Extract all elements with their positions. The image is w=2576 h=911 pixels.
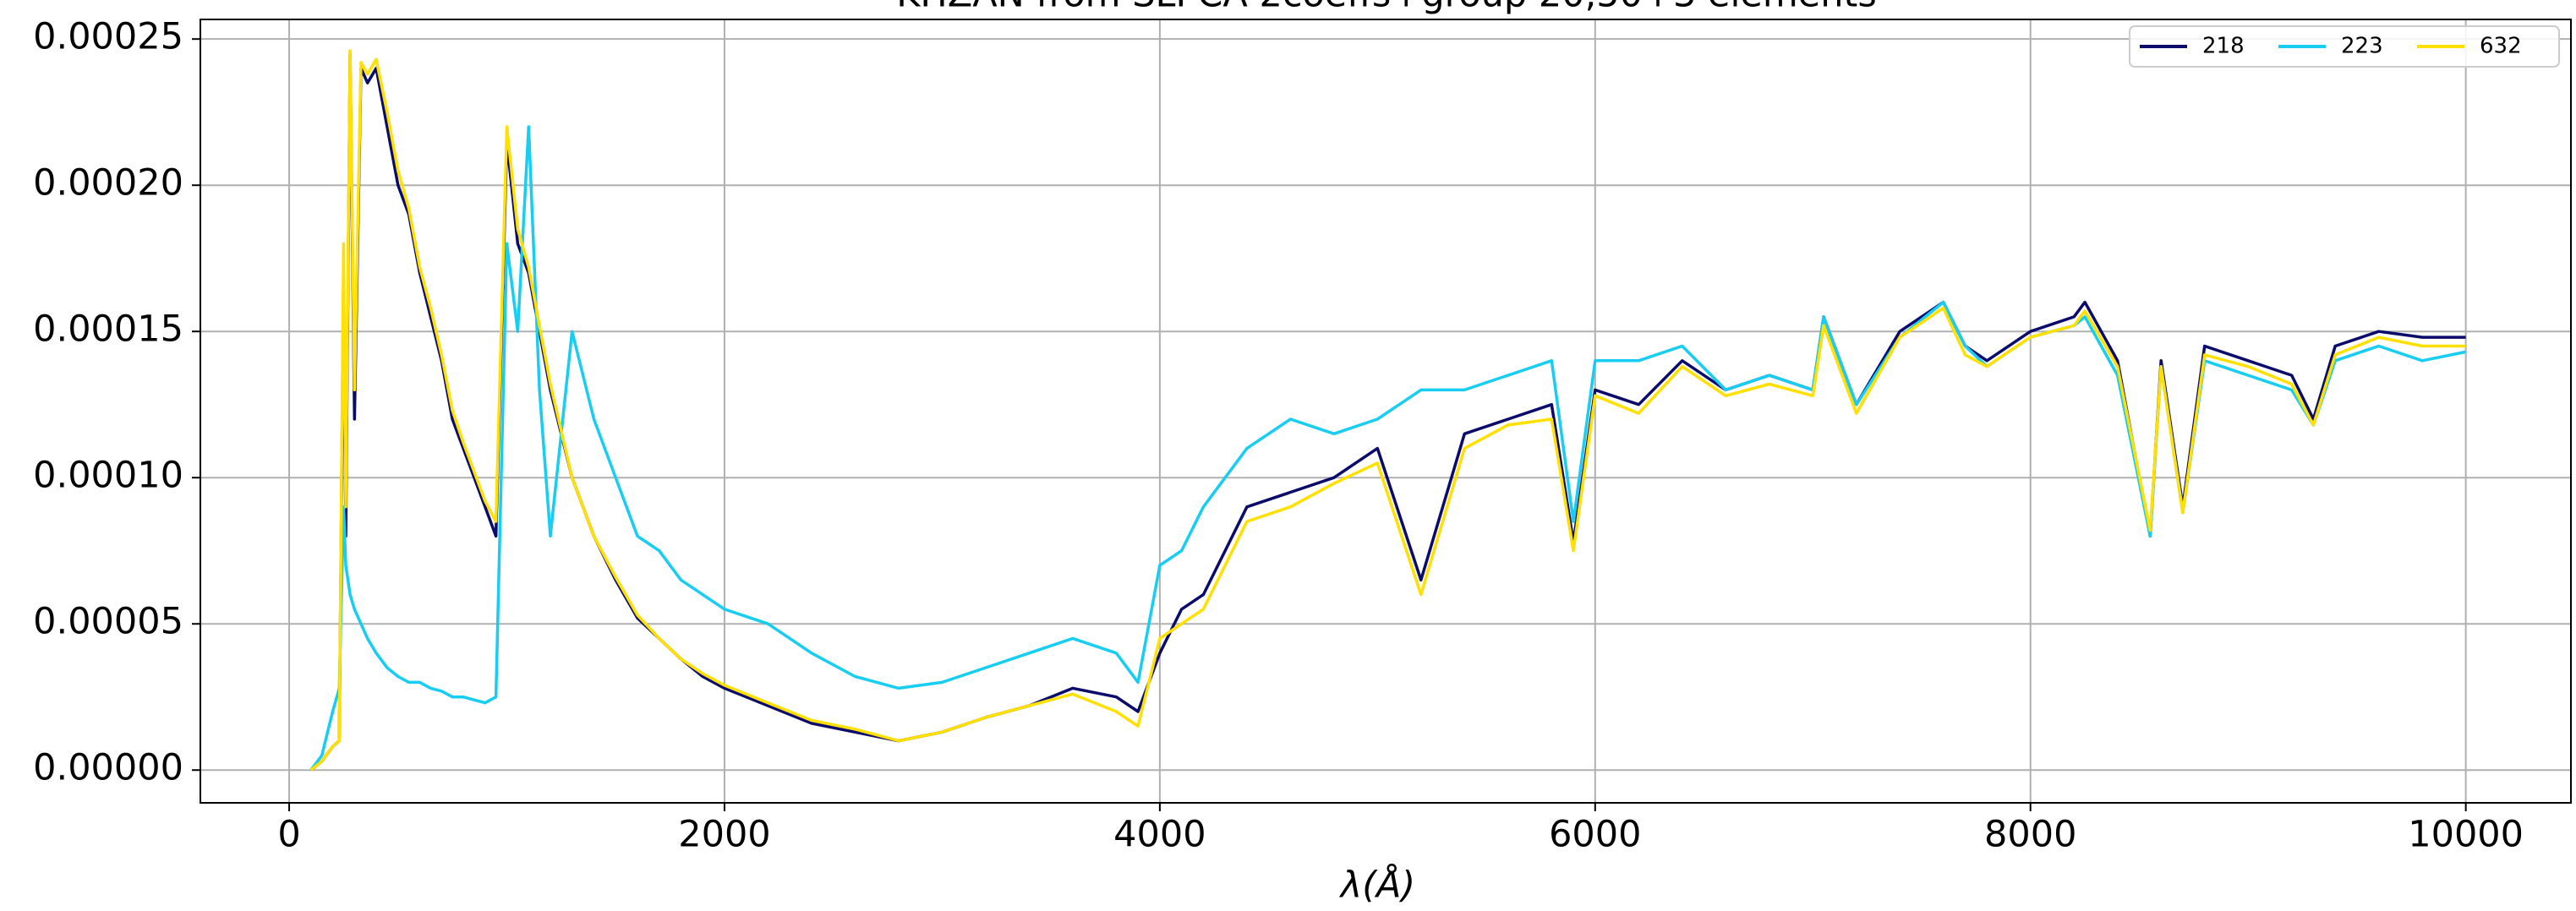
y-tick-label: 0.00010	[33, 455, 183, 497]
y-tick-label: 0.00025	[33, 16, 183, 58]
legend-label: 218	[2202, 34, 2245, 59]
x-tick-label: 8000	[1984, 814, 2076, 856]
y-tick-label: 0.00000	[33, 747, 183, 789]
legend-box	[2129, 25, 2560, 68]
series-line	[309, 49, 2466, 772]
y-tick-label: 0.00015	[33, 308, 183, 351]
y-tick-label: 0.00005	[33, 601, 183, 643]
y-tick-label: 0.00020	[33, 162, 183, 205]
x-tick-label: 10000	[2408, 814, 2524, 856]
x-axis-label: λ(Å)	[1339, 864, 1415, 907]
legend-label: 223	[2341, 34, 2383, 59]
series-line	[309, 125, 2466, 772]
plot-frame	[200, 19, 2572, 804]
x-tick-label: 6000	[1549, 814, 1641, 856]
x-tick-label: 2000	[678, 814, 770, 856]
x-tick-label: 4000	[1113, 814, 1206, 856]
chart-title: KHZAN from SLPCA 2coeffs+group 20,50+3 e…	[896, 0, 1877, 16]
legend-label: 632	[2480, 34, 2522, 59]
x-tick-label: 0	[277, 814, 300, 856]
